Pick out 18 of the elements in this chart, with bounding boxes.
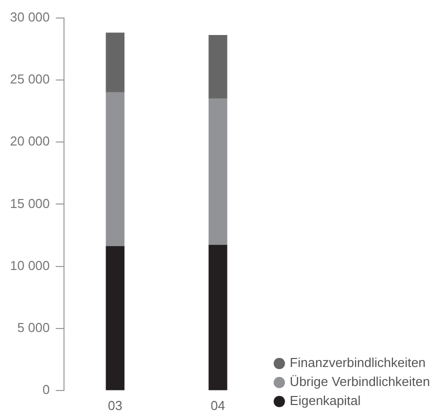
- y-tick-label: 20 000: [10, 134, 50, 149]
- y-tick-label: 30 000: [10, 10, 50, 25]
- bar: [208, 35, 228, 100]
- bar: [208, 244, 228, 390]
- bar: [208, 98, 228, 246]
- y-tick-label: 5 000: [17, 320, 50, 335]
- y-tick-label: 15 000: [10, 196, 50, 211]
- y-tick-label: 10 000: [10, 258, 50, 273]
- bar: [106, 92, 124, 247]
- legend-label: Übrige Verbindlichkeiten: [290, 374, 430, 390]
- y-tick-label: 0: [42, 382, 50, 397]
- x-tick-label: 04: [210, 398, 226, 413]
- legend-label: Eigenkapital: [290, 393, 361, 408]
- legend-label: Finanzverbindlichkeiten: [290, 355, 426, 370]
- y-tick-label: 25 000: [10, 72, 50, 87]
- x-tick-label: 03: [108, 398, 122, 413]
- bar: [106, 32, 124, 93]
- bar: [106, 246, 124, 390]
